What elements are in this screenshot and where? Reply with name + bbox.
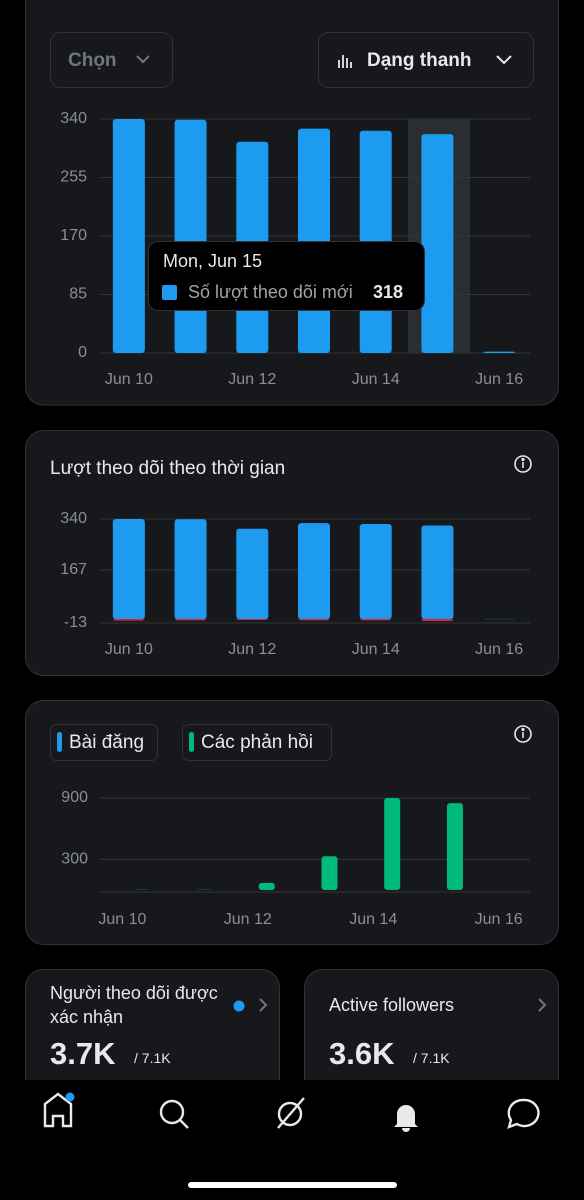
tooltip: Mon, Jun 15 Số lượt theo dõi mới 318 <box>148 241 425 311</box>
chevron <box>538 998 547 1012</box>
legend-swatch <box>189 732 194 752</box>
bar <box>298 619 330 621</box>
x-tick-label: Jun 12 <box>224 911 272 928</box>
view-button[interactable] <box>318 32 534 88</box>
card-title: Người theo dõi được xác nhận <box>50 983 218 1027</box>
tooltip-title: Mon, Jun 15 <box>163 251 262 271</box>
card-total: / 7.1K <box>413 1050 450 1066</box>
legend-swatch <box>57 732 62 752</box>
bar <box>298 523 330 620</box>
select-label: Chọn <box>68 50 117 71</box>
y-tick-label: 255 <box>60 169 87 186</box>
x-tick-label: Jun 14 <box>352 371 400 388</box>
bar <box>384 798 401 890</box>
verified-badge <box>233 1000 245 1012</box>
nav-bar <box>0 1080 584 1200</box>
y-tick-label: 167 <box>60 561 87 578</box>
bar <box>421 619 454 621</box>
bar <box>174 119 207 353</box>
view-label: Dạng thanh <box>367 50 472 71</box>
y-tick-label: -13 <box>64 614 87 631</box>
bar <box>236 619 269 621</box>
bar <box>298 128 330 353</box>
legend-label: Bài đăng <box>69 732 144 753</box>
bar <box>236 528 269 620</box>
x-tick-label: Jun 16 <box>475 641 523 658</box>
bar <box>112 519 145 620</box>
tooltip-value: 318 <box>373 282 403 302</box>
card <box>25 700 559 945</box>
y-tick-label: 900 <box>61 789 88 806</box>
x-tick-label: Jun 16 <box>475 911 523 928</box>
bar <box>483 351 516 353</box>
y-tick-label: 340 <box>60 110 87 127</box>
bar-icon <box>338 55 352 68</box>
chevron <box>496 55 512 65</box>
x-tick-label: Jun 10 <box>98 911 146 928</box>
card-value: 3.7K <box>50 1036 116 1071</box>
bar <box>112 119 145 353</box>
tooltip-box <box>148 241 425 311</box>
chart-title: Lượt theo dõi theo thời gian <box>50 458 285 479</box>
bar <box>174 619 207 621</box>
tooltip-series: Số lượt theo dõi mới <box>188 282 353 302</box>
bar <box>359 619 392 621</box>
chevron <box>136 55 150 64</box>
x-tick-label: Jun 14 <box>352 641 400 658</box>
legend-box[interactable] <box>182 724 332 761</box>
x-tick-label: Jun 12 <box>228 641 276 658</box>
legend-label: Các phản hồi <box>201 732 313 753</box>
x-tick-label: Jun 14 <box>349 911 397 928</box>
y-tick-label: 0 <box>78 344 87 361</box>
bar <box>446 803 463 890</box>
bar <box>321 856 338 890</box>
card-total: / 7.1K <box>134 1050 171 1066</box>
home-indicator <box>188 1182 397 1188</box>
x-tick-label: Jun 10 <box>105 371 153 388</box>
x-tick-label: Jun 16 <box>475 371 523 388</box>
x-tick-label: Jun 12 <box>228 371 276 388</box>
messages-icon[interactable] <box>507 1098 540 1129</box>
notifications-icon[interactable] <box>394 1105 418 1132</box>
card-title: Active followers <box>329 995 455 1015</box>
bar <box>359 524 392 620</box>
bar <box>258 882 275 890</box>
y-tick-label: 85 <box>69 286 87 303</box>
y-tick-label: 170 <box>60 227 87 244</box>
y-tick-label: 340 <box>60 510 87 527</box>
x-tick-label: Jun 10 <box>105 641 153 658</box>
home-icon[interactable] <box>43 1092 73 1128</box>
grok-icon[interactable] <box>277 1097 305 1129</box>
legend-box[interactable] <box>50 724 158 761</box>
info-icon[interactable] <box>514 725 532 743</box>
bar <box>421 134 454 353</box>
bar <box>112 619 145 621</box>
bar <box>174 519 207 620</box>
search-icon[interactable] <box>159 1099 189 1129</box>
notification-dot <box>65 1092 75 1102</box>
select-button[interactable] <box>50 32 173 88</box>
info-icon[interactable] <box>514 455 532 473</box>
card-value: 3.6K <box>329 1036 395 1071</box>
tooltip-swatch <box>162 285 177 300</box>
bar <box>421 525 454 620</box>
chevron <box>259 998 268 1012</box>
y-tick-label: 300 <box>61 851 88 868</box>
